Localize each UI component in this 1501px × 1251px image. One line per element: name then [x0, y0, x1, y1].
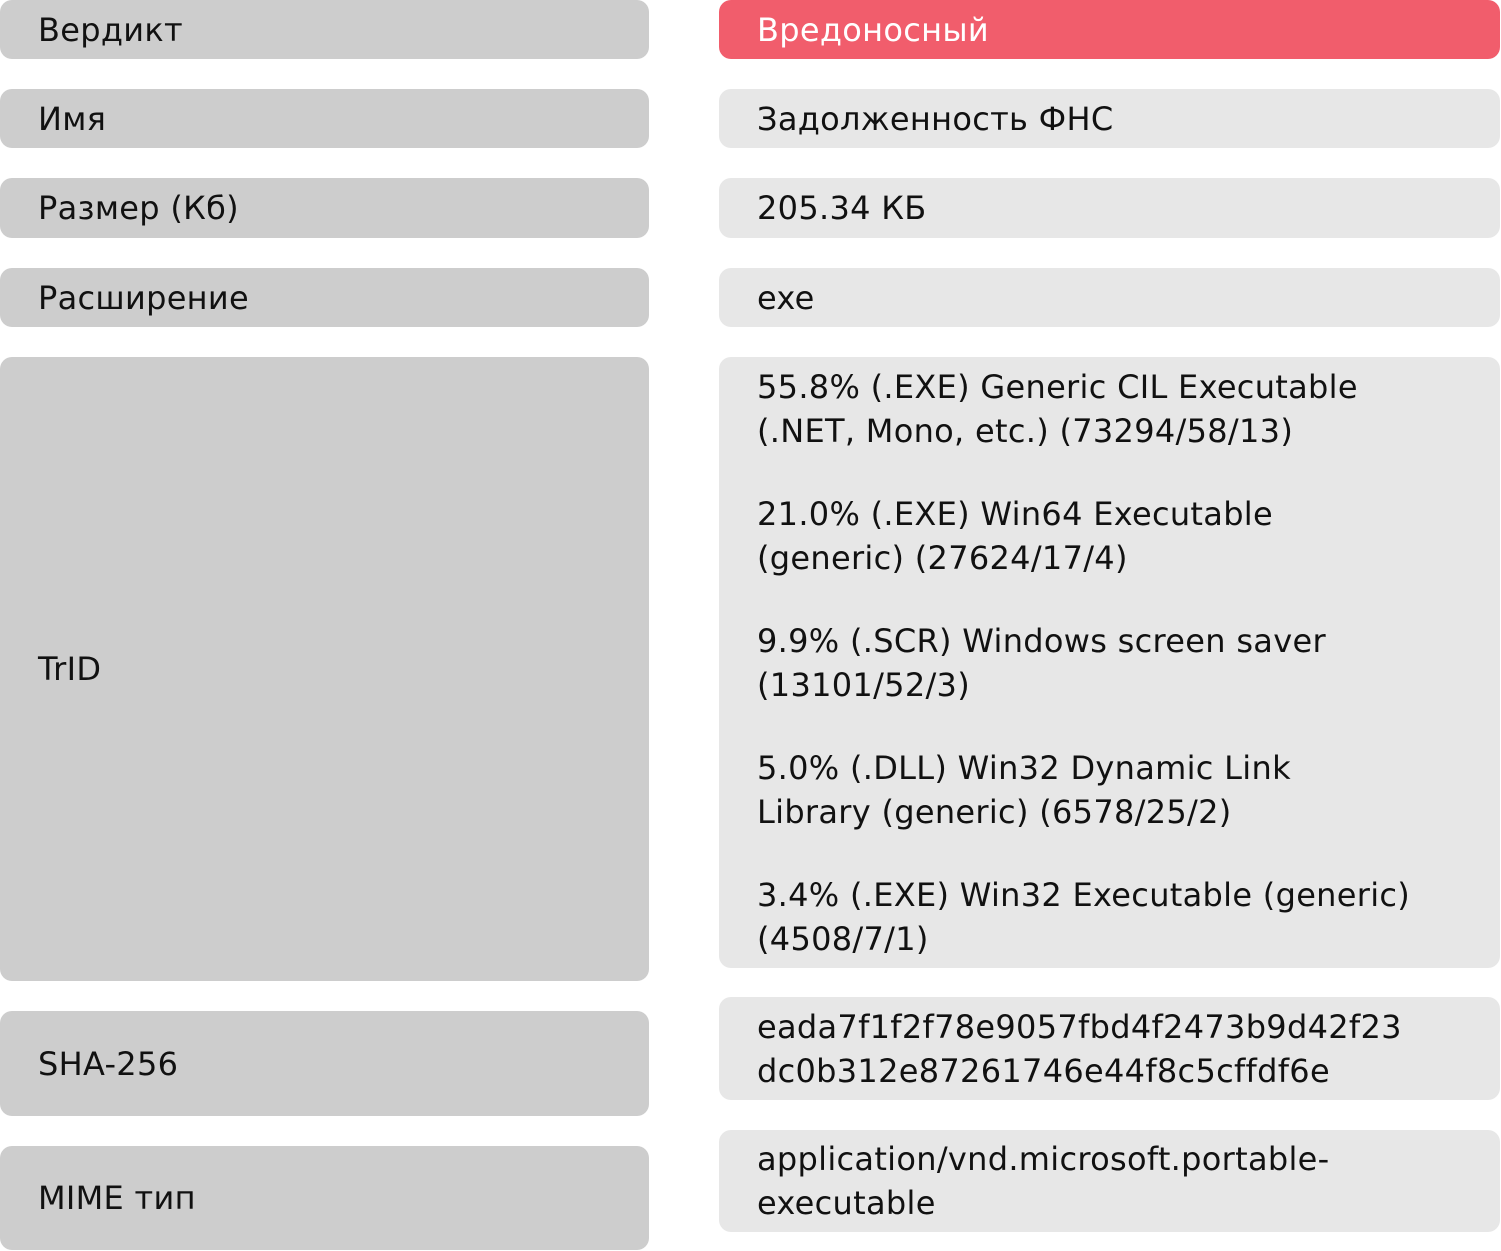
trid-entry: 3.4% (.EXE) Win32 Executable (generic) (4…	[757, 873, 1500, 961]
trid-line: (13101/52/3)	[757, 665, 971, 704]
trid-line: 9.9% (.SCR) Windows screen saver	[757, 621, 1326, 660]
trid-line: Library (generic) (6578/25/2)	[757, 792, 1232, 831]
label-mime: MIME тип	[0, 1146, 649, 1250]
trid-entry: 9.9% (.SCR) Windows screen saver (13101/5…	[757, 619, 1500, 707]
label-size: Размер (Кб)	[0, 178, 649, 238]
mime-line: executable	[757, 1184, 936, 1222]
label-sha256: SHA-256	[0, 1011, 649, 1116]
verdict-badge: Вредоносный	[757, 10, 990, 49]
label-verdict: Вердикт	[0, 0, 649, 59]
hash-line: dc0b312e87261746e44f8c5cffdf6e	[757, 1051, 1330, 1090]
trid-line: 21.0% (.EXE) Win64 Executable	[757, 494, 1273, 533]
label-text: TrID	[38, 650, 102, 688]
trid-line: (.NET, Mono, etc.) (73294/58/13)	[757, 411, 1294, 450]
value-text: exe	[757, 278, 815, 317]
value-mime: application/vnd.microsoft.portable-execu…	[719, 1130, 1500, 1232]
trid-line: (4508/7/1)	[757, 919, 929, 958]
label-name: Имя	[0, 89, 649, 148]
mime-line: application/vnd.microsoft.portable-	[757, 1140, 1330, 1178]
label-text: Размер (Кб)	[38, 189, 239, 227]
label-trid: TrID	[0, 357, 649, 981]
value-verdict: Вредоносный	[719, 0, 1500, 59]
trid-line: (generic) (27624/17/4)	[757, 538, 1128, 577]
trid-line: 55.8% (.EXE) Generic CIL Executable	[757, 367, 1358, 406]
value-sha256: eada7f1f2f78e9057fbd4f2473b9d42f23 dc0b31…	[719, 997, 1500, 1100]
value-trid: 55.8% (.EXE) Generic CIL Executable (.NET…	[719, 357, 1500, 968]
trid-line: 5.0% (.DLL) Win32 Dynamic Link	[757, 748, 1291, 787]
value-name: Задолженность ФНС	[719, 89, 1500, 148]
label-text: Вердикт	[38, 10, 183, 49]
trid-line: 3.4% (.EXE) Win32 Executable (generic)	[757, 875, 1411, 914]
trid-entry: 21.0% (.EXE) Win64 Executable (generic) (…	[757, 492, 1500, 580]
label-text: Расширение	[38, 278, 249, 317]
label-text: MIME тип	[38, 1179, 196, 1217]
value-extension: exe	[719, 268, 1500, 327]
value-text: 205.34 КБ	[757, 189, 927, 227]
hash-line: eada7f1f2f78e9057fbd4f2473b9d42f23	[757, 1007, 1402, 1046]
label-text: SHA-256	[38, 1044, 179, 1083]
value-size: 205.34 КБ	[719, 178, 1500, 238]
trid-entry: 5.0% (.DLL) Win32 Dynamic Link Library (g…	[757, 746, 1500, 834]
label-extension: Расширение	[0, 268, 649, 327]
trid-entry: 55.8% (.EXE) Generic CIL Executable (.NET…	[757, 365, 1500, 453]
value-text: Задолженность ФНС	[757, 99, 1114, 138]
label-text: Имя	[38, 99, 107, 138]
